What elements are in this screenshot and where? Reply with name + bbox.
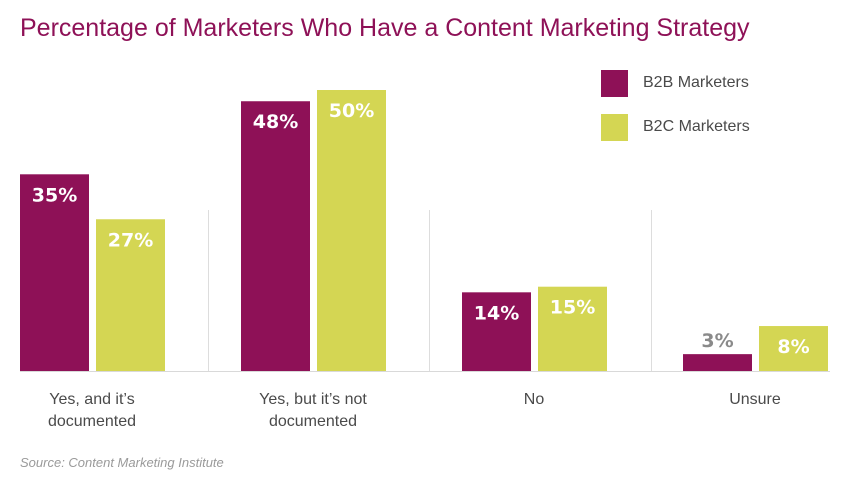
source-note: Source: Content Marketing Institute [20, 455, 224, 470]
data-label: 48% [253, 111, 298, 133]
data-label: 14% [474, 302, 519, 324]
bar-b2b [241, 101, 310, 372]
data-label: 27% [108, 229, 153, 251]
data-label: 50% [329, 100, 374, 122]
data-label: 8% [777, 336, 809, 358]
bar-b2b [20, 174, 89, 371]
legend-swatch-b2b [601, 70, 628, 97]
bar-b2c [538, 286, 607, 371]
chart-title: Percentage of Marketers Who Have a Conte… [20, 14, 750, 42]
bar-b2b [462, 292, 531, 371]
bar-b2b [683, 354, 752, 371]
category-label: Yes, and it’s [49, 391, 134, 408]
data-label: 35% [32, 184, 77, 206]
legend-label-b2c: B2C Marketers [643, 118, 750, 135]
category-label: Yes, but it’s not [259, 391, 367, 408]
category-label: No [524, 391, 545, 408]
data-label: 3% [701, 330, 733, 352]
category-label: documented [269, 413, 357, 430]
category-label: documented [48, 413, 136, 430]
data-label: 15% [550, 297, 595, 319]
legend-swatch-b2c [601, 114, 628, 141]
bar-b2c [759, 326, 828, 371]
category-label: Unsure [729, 391, 781, 408]
legend-label-b2b: B2B Marketers [643, 74, 749, 91]
bar-b2c [96, 219, 165, 371]
bar-b2c [317, 90, 386, 371]
